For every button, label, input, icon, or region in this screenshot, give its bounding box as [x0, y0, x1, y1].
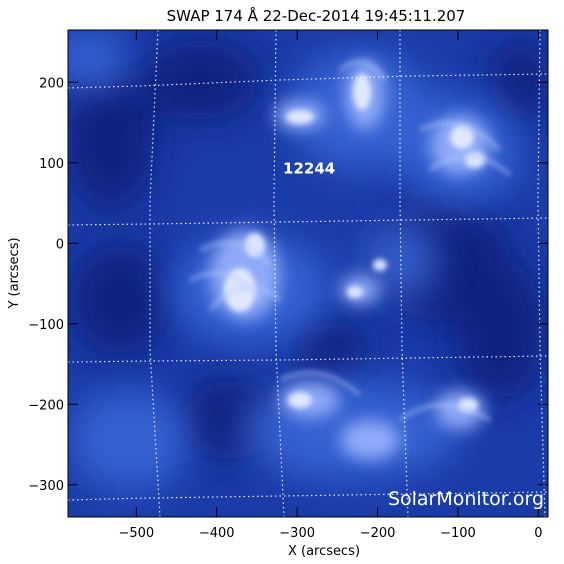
x-tick-label: 0: [534, 526, 542, 541]
heliographic-grid: [68, 30, 548, 517]
y-tick-label: −100: [28, 318, 64, 333]
y-tick-label: 100: [39, 157, 64, 172]
solar-euv-image: [68, 30, 548, 517]
y-tick-label: 200: [39, 76, 64, 91]
x-tick-label: −400: [199, 526, 235, 541]
y-axis-ticks: −300 −200 −100 0 100 200: [28, 76, 548, 494]
x-tick-label: −200: [360, 526, 396, 541]
y-tick-label: 0: [56, 237, 64, 252]
x-axis-label: X (arcsecs): [288, 544, 360, 559]
active-region-label: 12244: [283, 159, 335, 177]
plot-frame: [67, 29, 549, 518]
watermark-solarmonitor: SolarMonitor.org: [388, 488, 544, 510]
y-tick-label: −300: [28, 479, 64, 494]
x-axis-ticks: −500 −400 −300 −200 −100 0: [118, 30, 542, 541]
x-tick-label: −500: [118, 526, 154, 541]
plot-title: SWAP 174 Å 22-Dec-2014 19:45:11.207: [167, 6, 466, 25]
y-axis-label: Y (arcsecs): [7, 237, 22, 309]
x-tick-label: −100: [440, 526, 476, 541]
x-tick-label: −300: [279, 526, 315, 541]
y-tick-label: −200: [28, 398, 64, 413]
